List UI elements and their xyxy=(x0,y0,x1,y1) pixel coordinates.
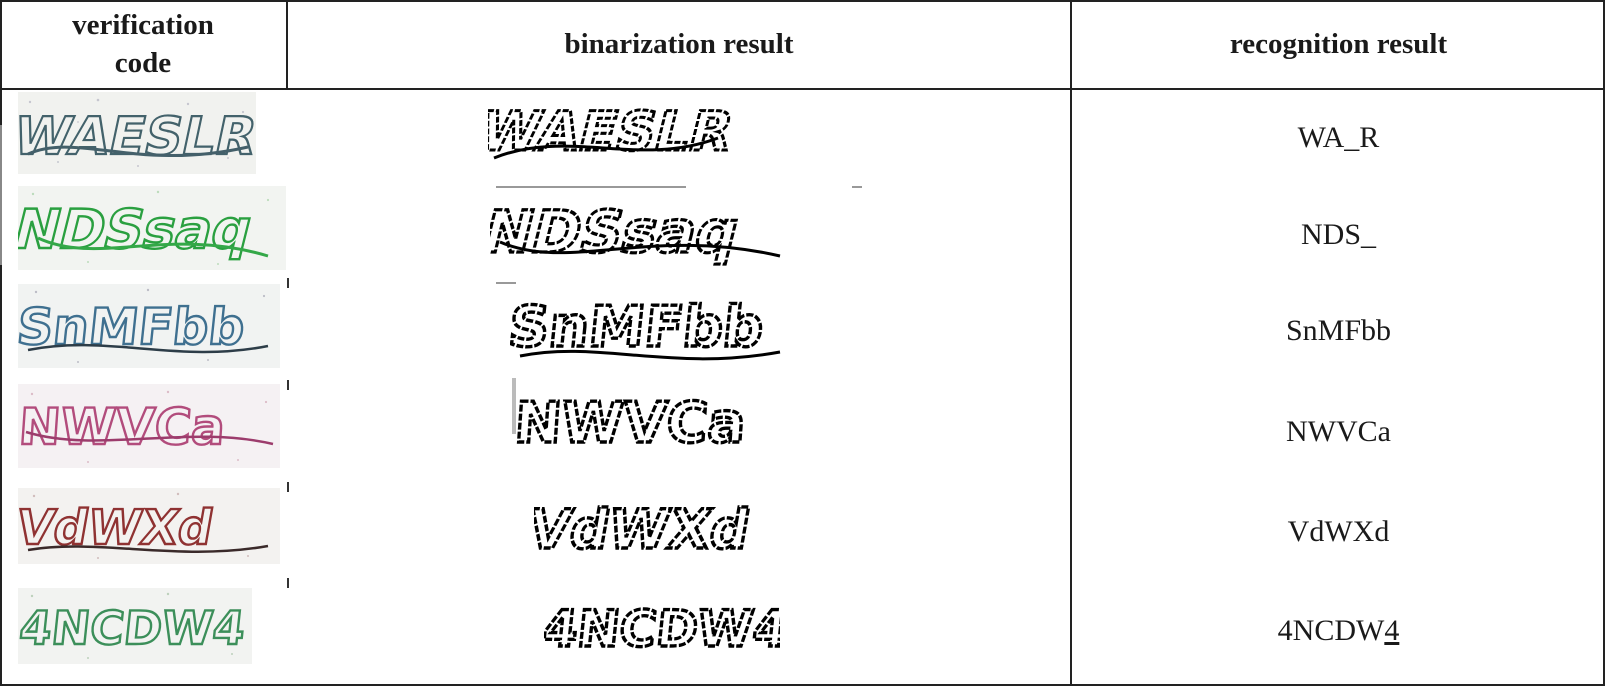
stray-tick xyxy=(0,125,2,265)
captcha-text: WAESLR xyxy=(18,107,256,167)
recognition-text: WA_R xyxy=(1297,121,1380,154)
stray-tick xyxy=(496,282,516,284)
captcha-text: NDSsaq xyxy=(18,198,259,261)
captcha-image: NWVCa xyxy=(18,384,280,468)
stray-tick xyxy=(852,186,862,188)
column-divider-1 xyxy=(286,0,288,88)
binarized-text: NDSsaq xyxy=(490,198,747,266)
binarized-text: WAESLR xyxy=(488,100,740,163)
stray-tick xyxy=(287,578,289,588)
captcha-text: NWVCa xyxy=(18,398,227,456)
recognition-result: NWVCa xyxy=(1072,384,1605,480)
binarized-text: 4NCDW4 xyxy=(544,599,780,658)
binarized-text: SnMFbb xyxy=(510,295,767,360)
binarized-image: NWVCa xyxy=(512,378,792,470)
header-verification-code: verification code xyxy=(72,9,214,79)
recognition-result: VdWXd xyxy=(1072,484,1605,580)
binarized-image: 4NCDW4 xyxy=(544,582,780,674)
binarized-image: VdWXd xyxy=(534,478,774,578)
captcha-image: NDSsaq xyxy=(18,186,286,270)
captcha-image: SnMFbb xyxy=(18,284,280,368)
stray-tick xyxy=(287,482,289,492)
header-recognition-result: recognition result xyxy=(1229,28,1448,60)
recognition-text: SnMFbb xyxy=(1285,314,1392,347)
captcha-image: VdWXd xyxy=(18,488,280,564)
captcha-image: WAESLR xyxy=(18,92,256,174)
binarized-image: NDSsaq xyxy=(490,186,800,278)
binarized-text: VdWXd xyxy=(534,497,755,561)
recognition-text: 4NCDW xyxy=(1277,614,1385,647)
recognition-result: SnMFbb xyxy=(1072,284,1605,378)
header-binarization-result: binarization result xyxy=(564,28,794,60)
binarized-text: NWVCa xyxy=(513,391,748,456)
binarized-image: WAESLR xyxy=(488,88,818,170)
stray-tick xyxy=(287,278,289,288)
recognition-text: VdWXd xyxy=(1287,515,1390,548)
binarized-image: SnMFbb xyxy=(510,280,790,376)
captcha-text: 4NCDW4 xyxy=(18,601,248,655)
recognition-underlined-char: 4 xyxy=(1384,614,1400,647)
recognition-result: WA_R xyxy=(1072,90,1605,186)
header-divider xyxy=(0,88,1605,90)
stray-tick xyxy=(496,186,686,188)
recognition-result: 4NCDW 4 xyxy=(1072,582,1605,680)
recognition-text: NDS_ xyxy=(1300,218,1376,251)
recognition-result: NDS_ xyxy=(1072,186,1605,284)
stray-tick xyxy=(287,380,289,390)
column-divider-2 xyxy=(1070,0,1072,686)
captcha-image: 4NCDW4 xyxy=(18,588,252,664)
recognition-text: NWVCa xyxy=(1286,415,1391,448)
